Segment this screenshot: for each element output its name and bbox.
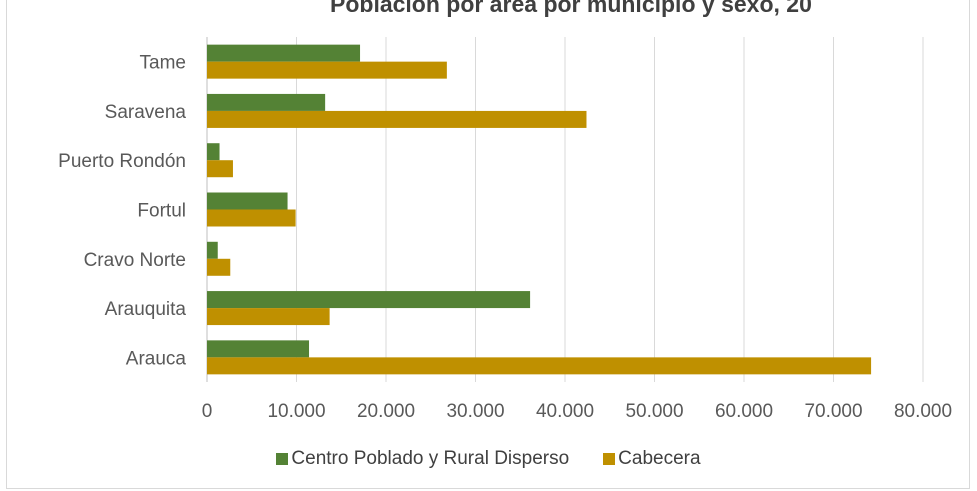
bar-rural [207, 93, 326, 111]
bar-cabecera [207, 61, 447, 79]
bar-cabecera [207, 308, 330, 326]
chart-frame [6, 0, 970, 489]
bar-rural [207, 291, 531, 309]
category-label: Puerto Rondón [58, 151, 186, 172]
bar-cabecera [207, 110, 587, 128]
bar-cabecera [207, 209, 296, 227]
category-label: Arauquita [105, 299, 187, 320]
bar-rural [207, 241, 218, 259]
x-tick-label: 60.000 [715, 401, 773, 422]
x-tick-label: 20.000 [357, 401, 415, 422]
category-label: Fortul [137, 201, 186, 222]
legend-item-cabecera: Cabecera [603, 448, 701, 470]
x-tick-label: 80.000 [894, 401, 952, 422]
legend-label-cabecera: Cabecera [618, 448, 701, 469]
bar-rural [207, 44, 361, 62]
category-label: Arauca [126, 348, 187, 369]
chart-legend: Centro Poblado y Rural Disperso Cabecera [0, 448, 977, 470]
bar-cabecera [207, 258, 231, 276]
category-label: Tame [140, 53, 186, 74]
bar-rural [207, 192, 288, 210]
bar-rural [207, 143, 220, 161]
bar-cabecera [207, 160, 233, 178]
bar-cabecera [207, 357, 872, 375]
chart-title: Población por área por municipio y sexo,… [330, 0, 812, 17]
x-tick-label: 50.000 [625, 401, 683, 422]
legend-swatch-rural [276, 453, 289, 465]
bar-rural [207, 340, 310, 358]
category-label: Cravo Norte [84, 250, 186, 271]
x-tick-label: 40.000 [536, 401, 594, 422]
x-tick-label: 10.000 [267, 401, 325, 422]
legend-item-rural: Centro Poblado y Rural Disperso [276, 448, 569, 470]
category-label: Saravena [105, 102, 187, 123]
legend-label-rural: Centro Poblado y Rural Disperso [291, 448, 570, 469]
legend-swatch-cabecera [603, 453, 616, 465]
x-tick-label: 70.000 [804, 401, 862, 422]
x-tick-label: 30.000 [446, 401, 504, 422]
x-tick-label: 0 [202, 401, 213, 422]
